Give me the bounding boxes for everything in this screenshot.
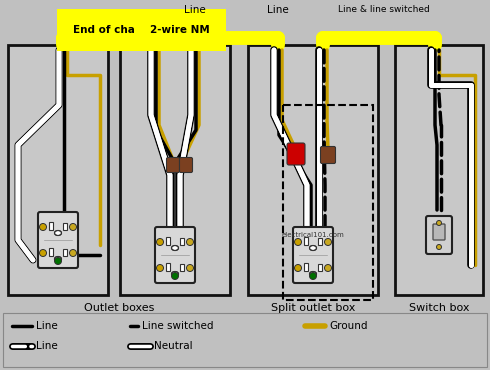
Circle shape: [54, 258, 62, 265]
Bar: [248, 45, 378, 295]
Circle shape: [310, 272, 317, 279]
Text: Ground: Ground: [329, 321, 368, 331]
Circle shape: [172, 272, 178, 279]
Text: Line: Line: [184, 5, 206, 15]
Circle shape: [40, 223, 47, 231]
Circle shape: [437, 245, 441, 249]
Bar: [8, 45, 108, 295]
Circle shape: [156, 265, 164, 272]
Bar: [3, 313, 487, 367]
Bar: [304, 263, 308, 271]
FancyBboxPatch shape: [179, 158, 193, 172]
Ellipse shape: [54, 231, 62, 235]
Bar: [49, 248, 53, 256]
Text: Line: Line: [267, 5, 289, 15]
Ellipse shape: [172, 272, 178, 276]
Text: 2-wire NM: 2-wire NM: [150, 25, 210, 35]
Circle shape: [294, 265, 301, 272]
FancyBboxPatch shape: [38, 212, 78, 268]
Bar: [166, 237, 170, 245]
Bar: [283, 105, 373, 300]
Text: Split outlet box: Split outlet box: [271, 303, 355, 313]
Text: End of chain: End of chain: [73, 25, 146, 35]
Ellipse shape: [172, 246, 178, 250]
Circle shape: [437, 221, 441, 225]
Circle shape: [324, 265, 332, 272]
Circle shape: [187, 239, 194, 246]
Text: Outlet boxes: Outlet boxes: [84, 303, 154, 313]
Bar: [63, 249, 67, 256]
Bar: [180, 264, 184, 271]
FancyBboxPatch shape: [155, 227, 195, 283]
Circle shape: [40, 249, 47, 256]
FancyBboxPatch shape: [287, 143, 305, 165]
Bar: [63, 223, 67, 230]
Bar: [318, 264, 322, 271]
Text: Line: Line: [36, 321, 58, 331]
Text: electrical101.com: electrical101.com: [282, 232, 344, 238]
Circle shape: [70, 223, 76, 231]
Bar: [166, 263, 170, 271]
FancyBboxPatch shape: [433, 224, 445, 240]
FancyBboxPatch shape: [320, 147, 336, 164]
Circle shape: [156, 239, 164, 246]
Bar: [49, 222, 53, 230]
Text: Line switched: Line switched: [142, 321, 214, 331]
Circle shape: [294, 239, 301, 246]
FancyBboxPatch shape: [293, 227, 333, 283]
Circle shape: [324, 239, 332, 246]
FancyBboxPatch shape: [167, 158, 179, 172]
Bar: [180, 238, 184, 245]
Text: Line & line switched: Line & line switched: [338, 6, 430, 14]
Text: Line: Line: [36, 341, 58, 351]
Ellipse shape: [54, 256, 62, 262]
Bar: [395, 45, 483, 295]
FancyBboxPatch shape: [426, 216, 452, 254]
Circle shape: [70, 249, 76, 256]
Bar: [120, 45, 230, 295]
Circle shape: [187, 265, 194, 272]
Bar: [304, 237, 308, 245]
Ellipse shape: [310, 272, 317, 276]
Ellipse shape: [310, 246, 317, 250]
Text: Neutral: Neutral: [154, 341, 193, 351]
Text: Switch box: Switch box: [409, 303, 469, 313]
Bar: [318, 238, 322, 245]
